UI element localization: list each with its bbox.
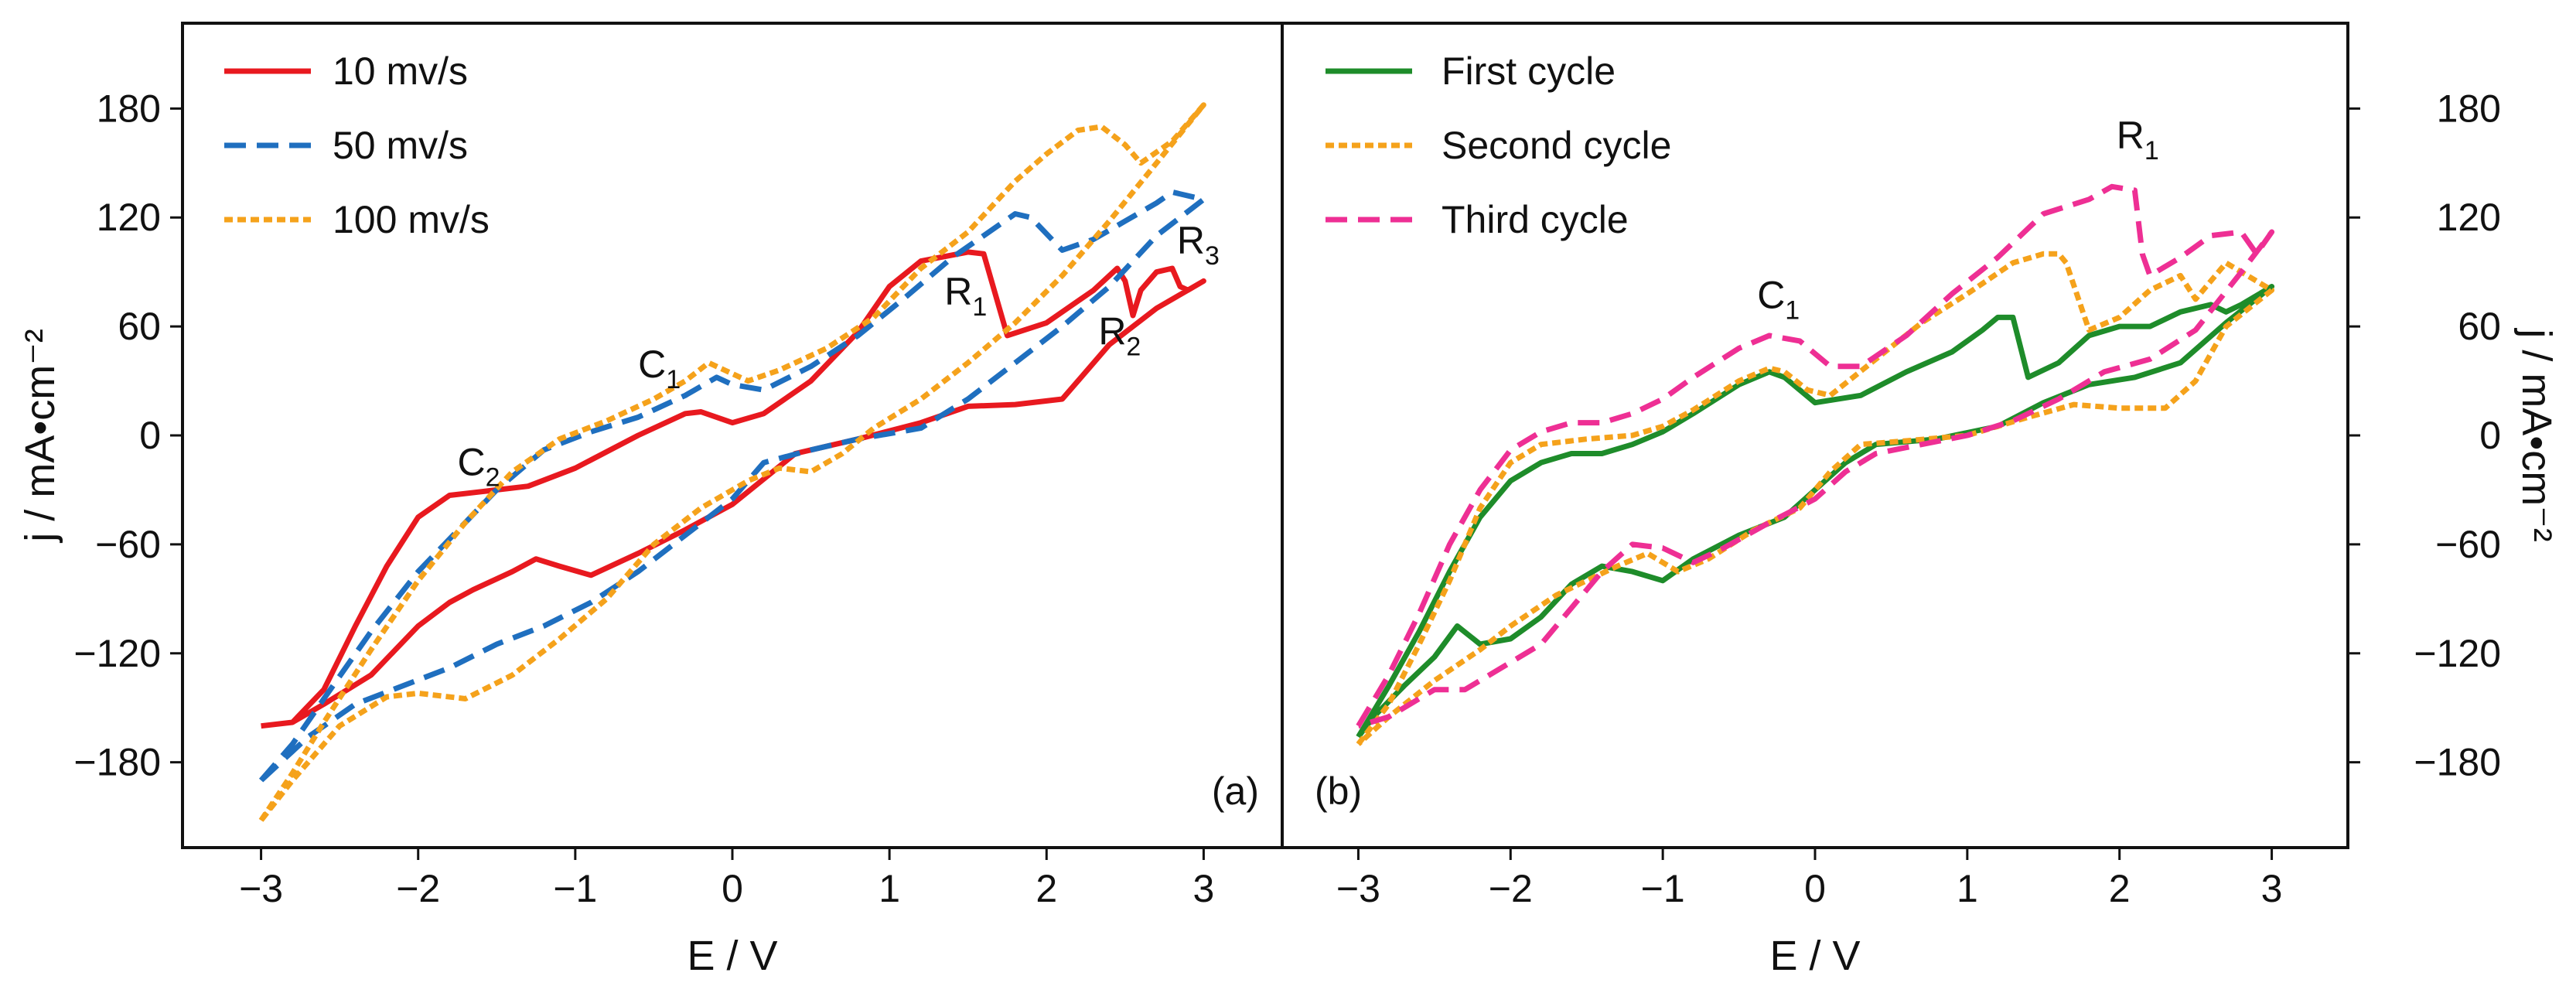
y-tick-label: 120	[2437, 196, 2501, 239]
x-tick-label: −3	[239, 867, 283, 910]
annotation-letter: C	[458, 441, 486, 484]
annotation-letter: C	[638, 343, 666, 386]
legend-label: Third cycle	[1442, 198, 1629, 241]
legend-label: Second cycle	[1442, 124, 1671, 167]
y-tick-label: −180	[73, 741, 161, 784]
y-tick-label: −60	[2435, 523, 2501, 566]
legend-label: 100 mv/s	[333, 198, 490, 241]
y-tick-label: −120	[73, 632, 161, 675]
y-tick-label: 180	[97, 87, 161, 130]
y-tick-label: 0	[2479, 414, 2501, 457]
x-tick-label: 2	[1036, 867, 1057, 910]
x-tick-label: −1	[553, 867, 597, 910]
annotation-subscript: 1	[1785, 296, 1800, 326]
y-tick-label: −60	[95, 523, 161, 566]
series-line-100-mv-s	[258, 102, 1206, 822]
series-line-first-cycle	[1356, 284, 2275, 739]
annotation-letter: R	[1177, 219, 1205, 262]
annotation-subscript: 1	[972, 292, 987, 322]
x-tick-label: −2	[396, 867, 440, 910]
series-line-third-cycle	[1356, 183, 2275, 729]
annotation-subscript: 1	[2144, 136, 2159, 166]
x-tick-label: 1	[879, 867, 900, 910]
annotation-label: C1	[638, 343, 681, 394]
x-tick-label: −2	[1489, 867, 1533, 910]
annotation-letter: R	[944, 270, 972, 313]
legend-label: 50 mv/s	[333, 124, 468, 167]
x-tick-label: 1	[1957, 867, 1978, 910]
x-tick-label: −1	[1641, 867, 1685, 910]
annotation-subscript: 2	[486, 463, 500, 493]
x-axis-title: E / V	[687, 933, 777, 979]
y-axis-title: j / mA•cm⁻²	[2513, 327, 2560, 541]
panel-b: −3 −2 −1 0 1 2 3 E / V −180 −120 −60 0 60 120 180 j / m…	[1281, 22, 2560, 979]
x-tick-label: 0	[1804, 867, 1826, 910]
y-tick-label: 180	[2437, 87, 2501, 130]
annotation-label: C1	[1757, 274, 1800, 326]
panel-a: −3 −2 −1 0 1 2 3 E / V −180 −120 −60 0 60 120 180 j / m…	[17, 22, 1284, 979]
panel-label: (b)	[1315, 769, 1362, 813]
x-axis-title: E / V	[1769, 933, 1860, 979]
y-tick-label: −180	[2414, 741, 2501, 784]
annotation-letter: R	[2117, 114, 2144, 157]
y-tick-label: 120	[97, 196, 161, 239]
x-tick-label: 2	[2109, 867, 2131, 910]
x-tick-label: 3	[1193, 867, 1215, 910]
x-tick-label: 3	[2261, 867, 2283, 910]
annotation-subscript: 1	[666, 365, 681, 394]
series-line-second-cycle	[1356, 251, 2275, 746]
annotation-label: R1	[944, 270, 987, 322]
series-line-50-mv-s	[258, 189, 1206, 783]
y-axis-title: j / mA•cm⁻²	[17, 329, 63, 543]
annotation-subscript: 3	[1205, 241, 1220, 271]
y-tick-label: 60	[118, 305, 161, 348]
y-tick-label: −120	[2414, 632, 2501, 675]
annotation-subscript: 2	[1126, 333, 1141, 362]
annotation-letter: R	[1098, 310, 1126, 353]
annotation-label: R3	[1177, 219, 1220, 271]
y-tick-label: 60	[2458, 305, 2501, 348]
y-tick-label: 0	[139, 414, 161, 457]
annotation-label: C2	[458, 441, 500, 493]
panel-label: (a)	[1212, 769, 1259, 813]
legend-label: 10 mv/s	[333, 49, 468, 93]
x-tick-label: −3	[1336, 867, 1380, 910]
annotation-label: R2	[1098, 310, 1141, 362]
series-line-10-mv-s	[261, 249, 1206, 729]
legend-label: First cycle	[1442, 49, 1616, 93]
annotation-label: R1	[2117, 114, 2159, 166]
annotation-letter: C	[1757, 274, 1785, 317]
x-tick-label: 0	[722, 867, 743, 910]
